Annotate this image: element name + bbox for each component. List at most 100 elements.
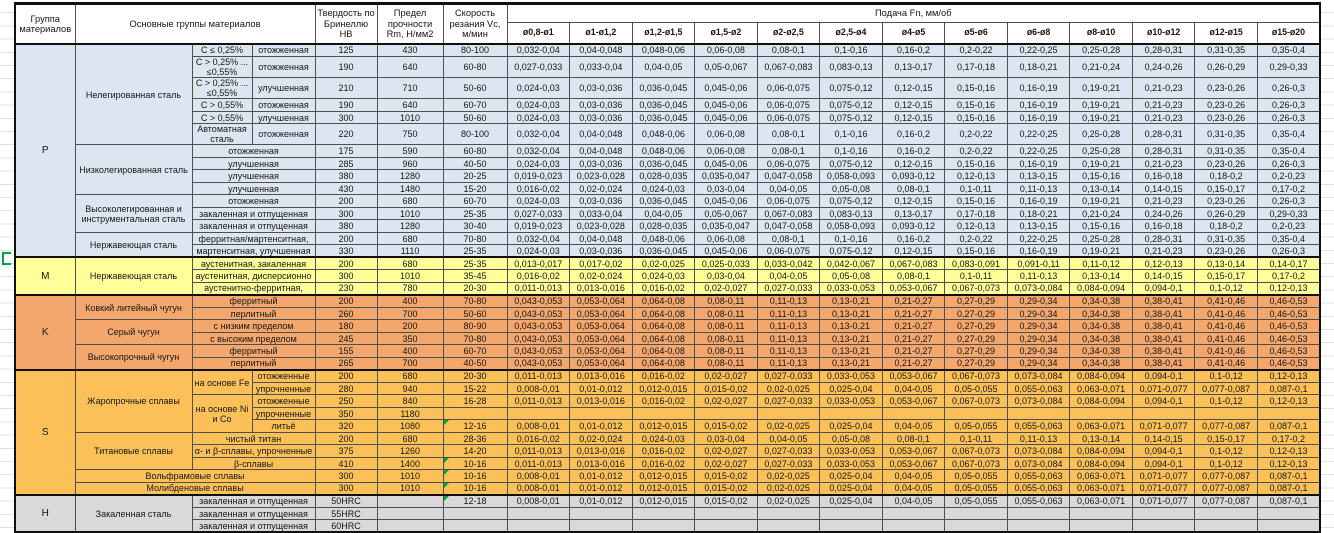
feed-cell[interactable]: 0,028-0,035 [631, 219, 696, 233]
strength-cell[interactable] [376, 519, 444, 533]
feed-cell[interactable]: 0,08-0,1 [756, 123, 821, 146]
header-diameter[interactable]: ø1,2-ø1,5 [631, 22, 696, 45]
feed-cell[interactable]: 0,067-0,073 [944, 444, 1008, 458]
strength-cell[interactable]: 1280 [376, 169, 444, 183]
feed-cell[interactable]: 0,19-0,21 [1069, 244, 1133, 258]
strength-cell[interactable] [376, 494, 444, 508]
feed-cell[interactable]: 0,11-0,13 [1006, 181, 1071, 196]
feed-cell[interactable]: 0,46-0,53 [1256, 294, 1321, 308]
feed-cell[interactable]: 0,075-0,12 [819, 77, 883, 100]
feed-cell[interactable]: 0,025-0,04 [819, 469, 883, 483]
feed-cell[interactable]: 0,084-0,094 [1069, 281, 1133, 296]
feed-cell[interactable]: 0,035-0,047 [694, 219, 758, 233]
feed-cell[interactable]: 0,17-0,2 [1256, 431, 1321, 446]
cutting-speed-cell[interactable]: 30-40 [442, 219, 508, 233]
feed-cell[interactable]: 0,02-0,027 [694, 444, 758, 458]
feed-cell[interactable]: 0,05-0,067 [694, 206, 758, 221]
strength-cell[interactable]: 700 [376, 306, 444, 321]
feed-cell[interactable]: 0,024-0,03 [631, 181, 696, 196]
feed-cell[interactable]: 0,29-0,34 [1006, 306, 1071, 321]
material-state-cell[interactable]: перлитный [191, 306, 316, 321]
material-state-cell[interactable]: аустенитная, дисперсионно [191, 269, 316, 283]
hardness-cell[interactable]: 200 [314, 294, 378, 308]
feed-cell[interactable]: 0,08-0,11 [694, 331, 758, 346]
feed-cell[interactable]: 0,027-0,033 [756, 369, 821, 383]
feed-cell[interactable]: 0,008-0,01 [506, 481, 571, 496]
feed-cell[interactable]: 0,073-0,084 [1006, 281, 1071, 296]
cutting-speed-cell[interactable]: 15-20 [442, 181, 508, 196]
feed-cell[interactable]: 0,036-0,045 [631, 156, 696, 171]
feed-cell[interactable]: 0,2-0,23 [1256, 169, 1321, 183]
material-state-cell[interactable]: закаленная и отпущенная [191, 519, 316, 533]
header-strength[interactable]: Предел прочности Rm, Н/мм2 [376, 3, 444, 45]
feed-cell[interactable]: 0,011-0,013 [506, 456, 571, 471]
feed-cell[interactable] [756, 506, 821, 521]
header-diameter[interactable]: ø4-ø5 [881, 22, 946, 45]
material-family-cell[interactable]: Вольфрамовые сплавы [74, 469, 316, 483]
material-state-cell[interactable]: с низким пределом [191, 319, 316, 333]
feed-cell[interactable]: 0,1-0,12 [1194, 444, 1258, 458]
feed-cell[interactable] [694, 506, 758, 521]
feed-cell[interactable]: 0,075-0,12 [819, 194, 883, 208]
material-family-cell[interactable]: Нержавеющая сталь [74, 231, 193, 258]
feed-cell[interactable]: 0,1-0,11 [944, 181, 1008, 196]
material-state-cell[interactable]: отожженные [251, 369, 316, 383]
feed-cell[interactable]: 0,084-0,094 [1069, 444, 1133, 458]
feed-cell[interactable]: 0,27-0,29 [944, 344, 1008, 358]
group-letter-cell[interactable]: M [14, 256, 76, 296]
material-state-cell[interactable]: улучшенная [251, 77, 316, 100]
feed-cell[interactable]: 0,067-0,083 [756, 206, 821, 221]
feed-cell[interactable]: 0,042-0,067 [819, 256, 883, 271]
feed-cell[interactable]: 0,38-0,41 [1131, 306, 1196, 321]
strength-cell[interactable]: 400 [376, 344, 444, 358]
feed-cell[interactable]: 0,025-0,04 [819, 419, 883, 433]
cutting-speed-cell[interactable] [442, 519, 508, 533]
feed-cell[interactable]: 0,12-0,13 [1256, 369, 1321, 383]
material-state-cell[interactable]: отожженная [251, 123, 316, 146]
feed-cell[interactable]: 0,13-0,21 [819, 356, 883, 371]
feed-cell[interactable]: 0,1-0,12 [1194, 394, 1258, 408]
feed-cell[interactable]: 0,15-0,17 [1194, 269, 1258, 283]
material-subgroup-cell[interactable]: C > 0,55% [191, 110, 253, 125]
feed-cell[interactable]: 0,036-0,045 [631, 110, 696, 125]
feed-cell[interactable]: 0,035-0,047 [694, 169, 758, 183]
feed-cell[interactable]: 0,04-0,05 [756, 269, 821, 283]
feed-cell[interactable]: 0,08-0,1 [756, 43, 821, 57]
hardness-cell[interactable]: 300 [314, 269, 378, 283]
hardness-cell[interactable]: 180 [314, 319, 378, 333]
strength-cell[interactable]: 940 [376, 381, 444, 396]
feed-cell[interactable]: 0,41-0,46 [1194, 319, 1258, 333]
feed-cell[interactable]: 0,13-0,21 [819, 294, 883, 308]
feed-cell[interactable]: 0,03-0,04 [694, 431, 758, 446]
strength-cell[interactable] [376, 506, 444, 521]
feed-cell[interactable]: 0,027-0,033 [756, 444, 821, 458]
feed-cell[interactable]: 0,013-0,016 [569, 369, 633, 383]
feed-cell[interactable]: 0,03-0,036 [569, 244, 633, 258]
material-state-cell[interactable]: аустенитно-ферритная, [191, 281, 316, 296]
feed-cell[interactable]: 0,31-0,35 [1194, 43, 1258, 57]
feed-cell[interactable]: 0,094-0,1 [1131, 456, 1196, 471]
feed-cell[interactable]: 0,027-0,033 [506, 55, 571, 79]
feed-cell[interactable]: 0,016-0,02 [631, 444, 696, 458]
feed-cell[interactable]: 0,04-0,05 [881, 469, 946, 483]
feed-cell[interactable]: 0,032-0,04 [506, 123, 571, 146]
feed-cell[interactable]: 0,008-0,01 [506, 469, 571, 483]
feed-cell[interactable]: 0,055-0,063 [1006, 469, 1071, 483]
feed-cell[interactable]: 0,19-0,21 [1069, 77, 1133, 100]
feed-cell[interactable]: 0,06-0,08 [694, 123, 758, 146]
feed-cell[interactable]: 0,19-0,21 [1069, 98, 1133, 112]
feed-cell[interactable]: 0,053-0,067 [881, 444, 946, 458]
strength-cell[interactable]: 680 [376, 256, 444, 271]
header-speed[interactable]: Скорость резания Vc, м/мин [442, 3, 508, 45]
feed-cell[interactable]: 0,12-0,15 [881, 194, 946, 208]
feed-cell[interactable]: 0,091-0,11 [1006, 256, 1071, 271]
feed-cell[interactable]: 0,21-0,24 [1069, 55, 1133, 79]
feed-cell[interactable]: 0,18-0,21 [1006, 55, 1071, 79]
feed-cell[interactable] [819, 519, 883, 533]
feed-cell[interactable]: 0,27-0,29 [944, 306, 1008, 321]
strength-cell[interactable]: 1260 [376, 444, 444, 458]
feed-cell[interactable]: 0,071-0,077 [1131, 481, 1196, 496]
feed-cell[interactable]: 0,025-0,033 [694, 256, 758, 271]
feed-cell[interactable]: 0,033-0,053 [819, 281, 883, 296]
feed-cell[interactable]: 0,15-0,17 [1194, 181, 1258, 196]
